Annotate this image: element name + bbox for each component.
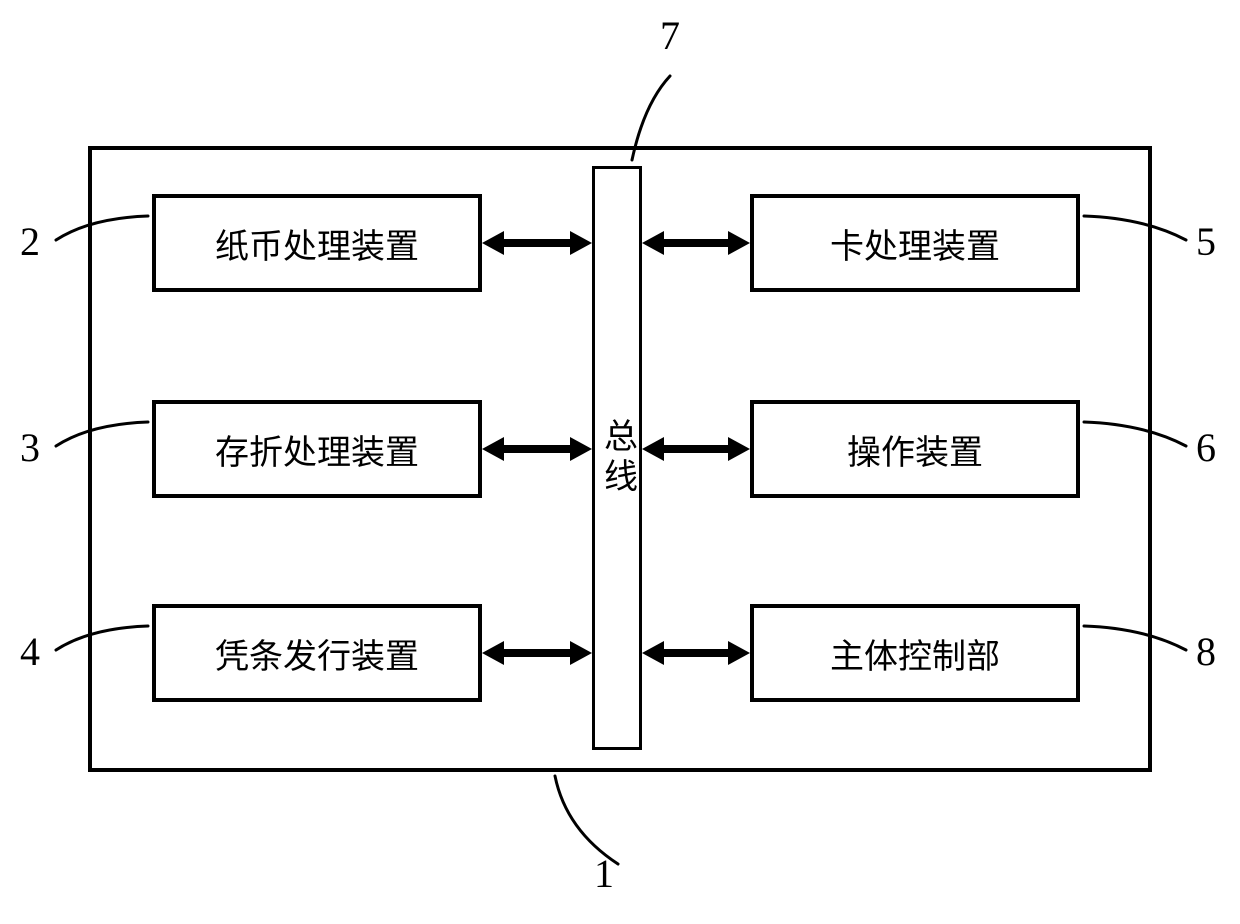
module-receipt: 凭条发行装置 — [152, 604, 482, 702]
module-operate-label: 操作装置 — [847, 425, 983, 474]
module-mainctrl-label: 主体控制部 — [830, 629, 1000, 678]
module-mainctrl: 主体控制部 — [750, 604, 1080, 702]
ref-label-1: 1 — [594, 850, 614, 897]
ref-label-4: 4 — [20, 628, 40, 675]
module-card: 卡处理装置 — [750, 194, 1080, 292]
ref-label-2: 2 — [20, 218, 40, 265]
ref-label-6: 6 — [1196, 424, 1216, 471]
module-banknote: 纸币处理装置 — [152, 194, 482, 292]
module-card-label: 卡处理装置 — [830, 219, 1000, 268]
diagram-stage: 纸币处理装置 存折处理装置 凭条发行装置 卡处理装置 操作装置 主体控制部 总线… — [0, 0, 1240, 924]
ref-label-5: 5 — [1196, 218, 1216, 265]
bus-box: 总线 — [592, 166, 642, 750]
ref-label-8: 8 — [1196, 628, 1216, 675]
module-operate: 操作装置 — [750, 400, 1080, 498]
module-receipt-label: 凭条发行装置 — [215, 629, 419, 678]
ref-label-3: 3 — [20, 424, 40, 471]
bus-label: 总线 — [593, 418, 642, 498]
ref-label-7: 7 — [660, 12, 680, 59]
module-banknote-label: 纸币处理装置 — [215, 219, 419, 268]
module-passbook-label: 存折处理装置 — [215, 425, 419, 474]
module-passbook: 存折处理装置 — [152, 400, 482, 498]
